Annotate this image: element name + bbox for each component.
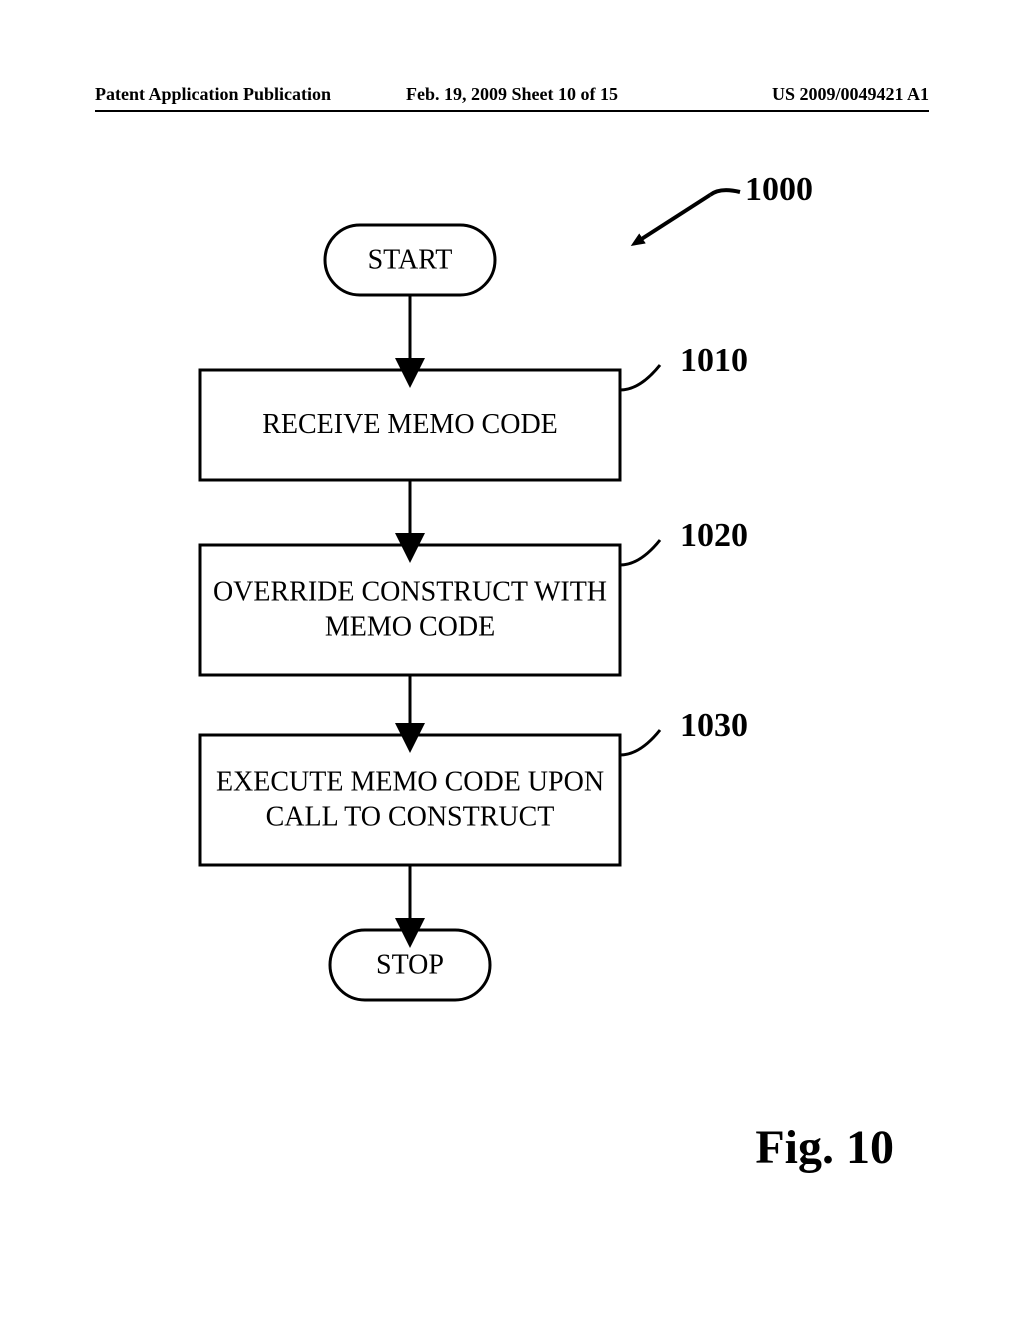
n1-ref-connector: [620, 365, 660, 390]
figure-label: Fig. 10: [755, 1120, 894, 1175]
page-header: Patent Application Publication Feb. 19, …: [95, 84, 929, 105]
n2-label: OVERRIDE CONSTRUCT WITHMEMO CODE: [213, 577, 607, 643]
n3-node: [200, 735, 620, 865]
figure-ref-tail: [710, 190, 740, 195]
n1-label: RECEIVE MEMO CODE: [262, 409, 558, 440]
n3-ref-label: 1030: [680, 707, 748, 744]
page: Patent Application Publication Feb. 19, …: [0, 0, 1024, 1320]
header-rule: [95, 110, 929, 112]
header-right: US 2009/0049421 A1: [772, 84, 929, 105]
figure-ref-arrow: [640, 195, 710, 240]
n2-ref-connector: [620, 540, 660, 565]
start-label: START: [368, 244, 453, 275]
figure-ref-label: 1000: [745, 171, 813, 208]
n2-node: [200, 545, 620, 675]
n3-ref-connector: [620, 730, 660, 755]
n3-label: EXECUTE MEMO CODE UPONCALL TO CONSTRUCT: [216, 767, 604, 833]
stop-label: STOP: [376, 949, 444, 980]
n2-ref-label: 1020: [680, 517, 748, 554]
flowchart-svg: START RECEIVE MEMO CODE 1010 OVERRIDE CONST…: [0, 150, 1024, 1100]
n1-ref-label: 1010: [680, 342, 748, 379]
flowchart-container: START RECEIVE MEMO CODE 1010 OVERRIDE CONST…: [0, 150, 1024, 1100]
